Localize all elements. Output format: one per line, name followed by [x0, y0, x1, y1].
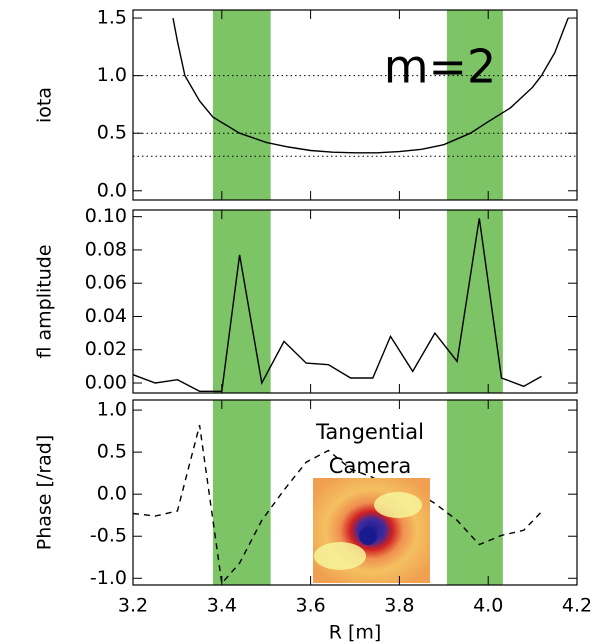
y-tick-label: 0.0 [97, 179, 127, 201]
panel [133, 210, 542, 393]
y-tick-label: 1.5 [97, 7, 127, 29]
x-tick-label: 3.4 [207, 595, 237, 617]
shaded-region [446, 10, 503, 200]
x-tick-label: 4.0 [473, 595, 503, 617]
y-tick-label: 0.10 [85, 205, 127, 227]
y-tick-label: 1.0 [97, 399, 127, 421]
data-line [172, 17, 569, 154]
y-tick-label: 0.5 [97, 441, 127, 463]
shaded-region [212, 10, 271, 200]
annotation: m=2 [384, 40, 497, 94]
y-tick-label: 0.08 [85, 238, 127, 260]
x-tick-label: 3.8 [384, 595, 414, 617]
x-axis-label: R [m] [329, 622, 382, 644]
panel [133, 10, 577, 200]
y-axis-label: fl amplitude [34, 244, 56, 358]
camera-image [313, 478, 430, 583]
camera-blob [314, 542, 366, 570]
y-tick-label: 0.06 [85, 272, 127, 294]
axes-frame [132, 9, 578, 201]
y-tick-label: 0.04 [85, 305, 127, 327]
x-tick-label: 3.2 [118, 595, 148, 617]
y-tick-label: 0.0 [97, 483, 127, 505]
shaded-region [212, 400, 271, 585]
axes-frame [132, 399, 578, 586]
y-tick-label: 0.5 [97, 122, 127, 144]
data-line [133, 218, 542, 392]
panel [133, 400, 543, 585]
y-tick-label: -1.0 [90, 567, 127, 589]
camera-core [359, 527, 377, 545]
y-tick-label: 0.02 [85, 338, 127, 360]
x-tick-label: 4.2 [562, 595, 592, 617]
annotation: Tangential Camera [315, 420, 424, 478]
x-tick-label: 3.6 [295, 595, 325, 617]
axes-frame [132, 209, 578, 394]
y-tick-label: -0.5 [90, 525, 127, 547]
y-axis-label: iota [34, 87, 56, 123]
y-tick-label: 1.0 [97, 64, 127, 86]
camera-blob [374, 492, 422, 518]
shaded-region [212, 210, 271, 393]
y-tick-label: 0.00 [85, 372, 127, 394]
shaded-region [446, 210, 503, 393]
shaded-region [446, 400, 503, 585]
y-axis-label: Phase [/rad] [34, 435, 56, 551]
